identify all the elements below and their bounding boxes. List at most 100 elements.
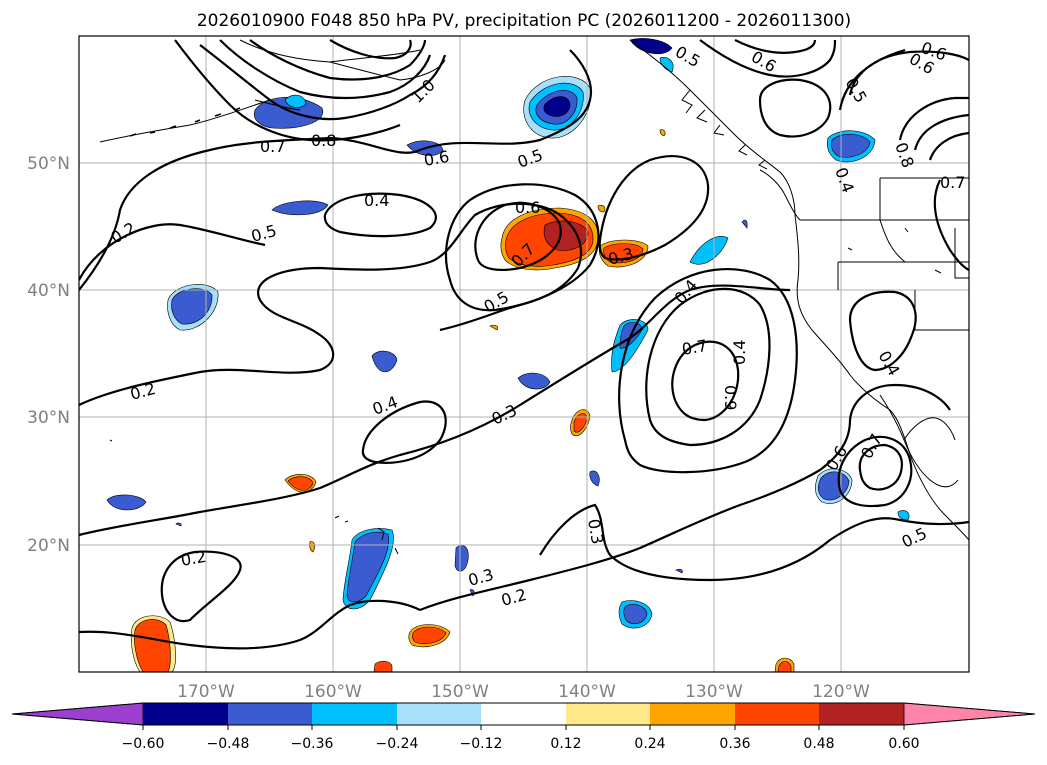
pv-contours xyxy=(79,39,969,650)
small-islands xyxy=(109,227,942,555)
contour-line xyxy=(445,183,600,312)
precip-neg-blob xyxy=(346,531,390,603)
lon-label: 170°W xyxy=(177,682,235,702)
border-lines xyxy=(800,177,969,331)
colorbar-segment xyxy=(735,703,819,725)
colorbar-segment xyxy=(397,703,481,725)
us-west-coast xyxy=(794,214,969,541)
colorbar-segment xyxy=(819,703,904,725)
colorbar-tick-label: −0.12 xyxy=(460,736,503,752)
precip-neg-blob xyxy=(897,510,910,521)
colorbar-segment xyxy=(650,703,735,725)
contour-line xyxy=(598,155,710,261)
colorbar-tick-label: −0.36 xyxy=(291,736,334,752)
precip-pos-blob xyxy=(287,476,314,491)
alaska-islands xyxy=(129,107,241,137)
colorbar-segment xyxy=(312,703,397,725)
contour-line xyxy=(361,400,447,464)
contour-label: 0.7 xyxy=(940,173,965,192)
colorbar-ticks xyxy=(142,725,905,730)
colorbar-tick-label: 0.60 xyxy=(888,736,919,752)
contour-label: 0.8 xyxy=(311,131,336,150)
contour-line xyxy=(758,78,832,138)
precip-pos-blob xyxy=(659,129,666,137)
precip-neg-blob xyxy=(543,96,571,117)
lon-labels: 170°W 160°W 150°W 140°W 130°W 120°W xyxy=(177,682,870,702)
panhandle-coast xyxy=(629,39,796,216)
contour-line xyxy=(79,202,582,406)
coastlines xyxy=(99,39,969,555)
figure-title: 2026010900 F048 850 hPa PV, precipitatio… xyxy=(197,11,851,31)
precip-neg-blob xyxy=(675,568,683,574)
map-frame xyxy=(78,35,970,673)
precip-pos-blob xyxy=(777,661,792,672)
contour-line xyxy=(898,96,969,161)
contour-label: 0.2 xyxy=(179,547,207,570)
contour-line xyxy=(933,179,969,271)
colorbar-segment xyxy=(481,703,566,725)
baja-coast xyxy=(879,394,959,488)
colorbar-tick-label: −0.48 xyxy=(207,736,250,752)
contour-line xyxy=(837,435,913,508)
lon-label: 140°W xyxy=(558,682,616,702)
precip-pos-blob xyxy=(373,660,393,672)
precip-neg-blob xyxy=(589,470,600,487)
contour-line xyxy=(474,201,562,271)
precip-pos-blob xyxy=(543,220,589,251)
colorbar-tick-label: −0.24 xyxy=(376,736,419,752)
lon-label: 130°W xyxy=(685,682,743,702)
contour-line xyxy=(199,39,447,121)
bc-islands xyxy=(759,169,801,221)
colorbar-extend-high xyxy=(903,702,1036,726)
contour-line xyxy=(174,39,401,142)
gridlines xyxy=(79,36,969,672)
lat-label: 50°N xyxy=(27,154,70,174)
lon-label: 150°W xyxy=(431,682,489,702)
lat-label: 20°N xyxy=(27,536,70,556)
contour-label: 0.7 xyxy=(260,137,285,156)
precip-pos-blob xyxy=(489,324,499,331)
precip-neg-blob xyxy=(689,236,729,265)
colorbar-tick-label: −0.60 xyxy=(122,736,165,752)
contour-line xyxy=(699,39,837,78)
contour-line xyxy=(858,443,903,491)
contour-label: 0.4 xyxy=(364,191,389,210)
colorbar-tick-label: 0.12 xyxy=(550,736,581,752)
contour-line xyxy=(734,39,817,54)
lon-label: 160°W xyxy=(304,682,362,702)
contour-line xyxy=(618,267,798,474)
contour-label: 0.7 xyxy=(680,336,708,359)
colorbar-extend-low xyxy=(11,702,144,726)
contour-label: 0.9 xyxy=(721,385,740,410)
precip-pos-blob xyxy=(412,626,447,644)
precip-neg-blob xyxy=(371,350,398,373)
contour-line xyxy=(671,340,740,422)
lat-labels: 50°N 40°N 30°N 20°N xyxy=(27,154,70,556)
lat-label: 30°N xyxy=(27,408,70,428)
lon-label: 120°W xyxy=(812,682,870,702)
contour-line xyxy=(848,290,917,372)
precip-pos-blob xyxy=(134,619,171,672)
contour-line xyxy=(79,49,593,291)
contour-line xyxy=(160,550,242,623)
contour-line xyxy=(419,383,951,612)
precip-neg-blob xyxy=(106,494,147,511)
contour-line xyxy=(838,48,969,111)
colorbar-segment xyxy=(566,703,650,725)
contour-line xyxy=(79,284,791,537)
colorbar-tick-label: 0.24 xyxy=(634,736,665,752)
precip-neg-blob xyxy=(629,38,673,55)
colorbar-tick-label: 0.48 xyxy=(803,736,834,752)
contour-line xyxy=(79,599,421,650)
contour-label: 0.6 xyxy=(515,198,540,217)
colorbar-segment xyxy=(143,703,228,725)
contour-line xyxy=(539,503,969,582)
colorbar-segment xyxy=(228,703,312,725)
precip-neg-blob xyxy=(175,522,182,527)
precip-neg-blob xyxy=(253,97,324,129)
contour-label: 0.3 xyxy=(584,517,607,545)
precip-neg-blob xyxy=(659,57,674,73)
precip-neg-blob xyxy=(284,94,307,108)
contour-label: 0.4 xyxy=(730,340,749,365)
colorbar-tick-label: 0.36 xyxy=(719,736,750,752)
